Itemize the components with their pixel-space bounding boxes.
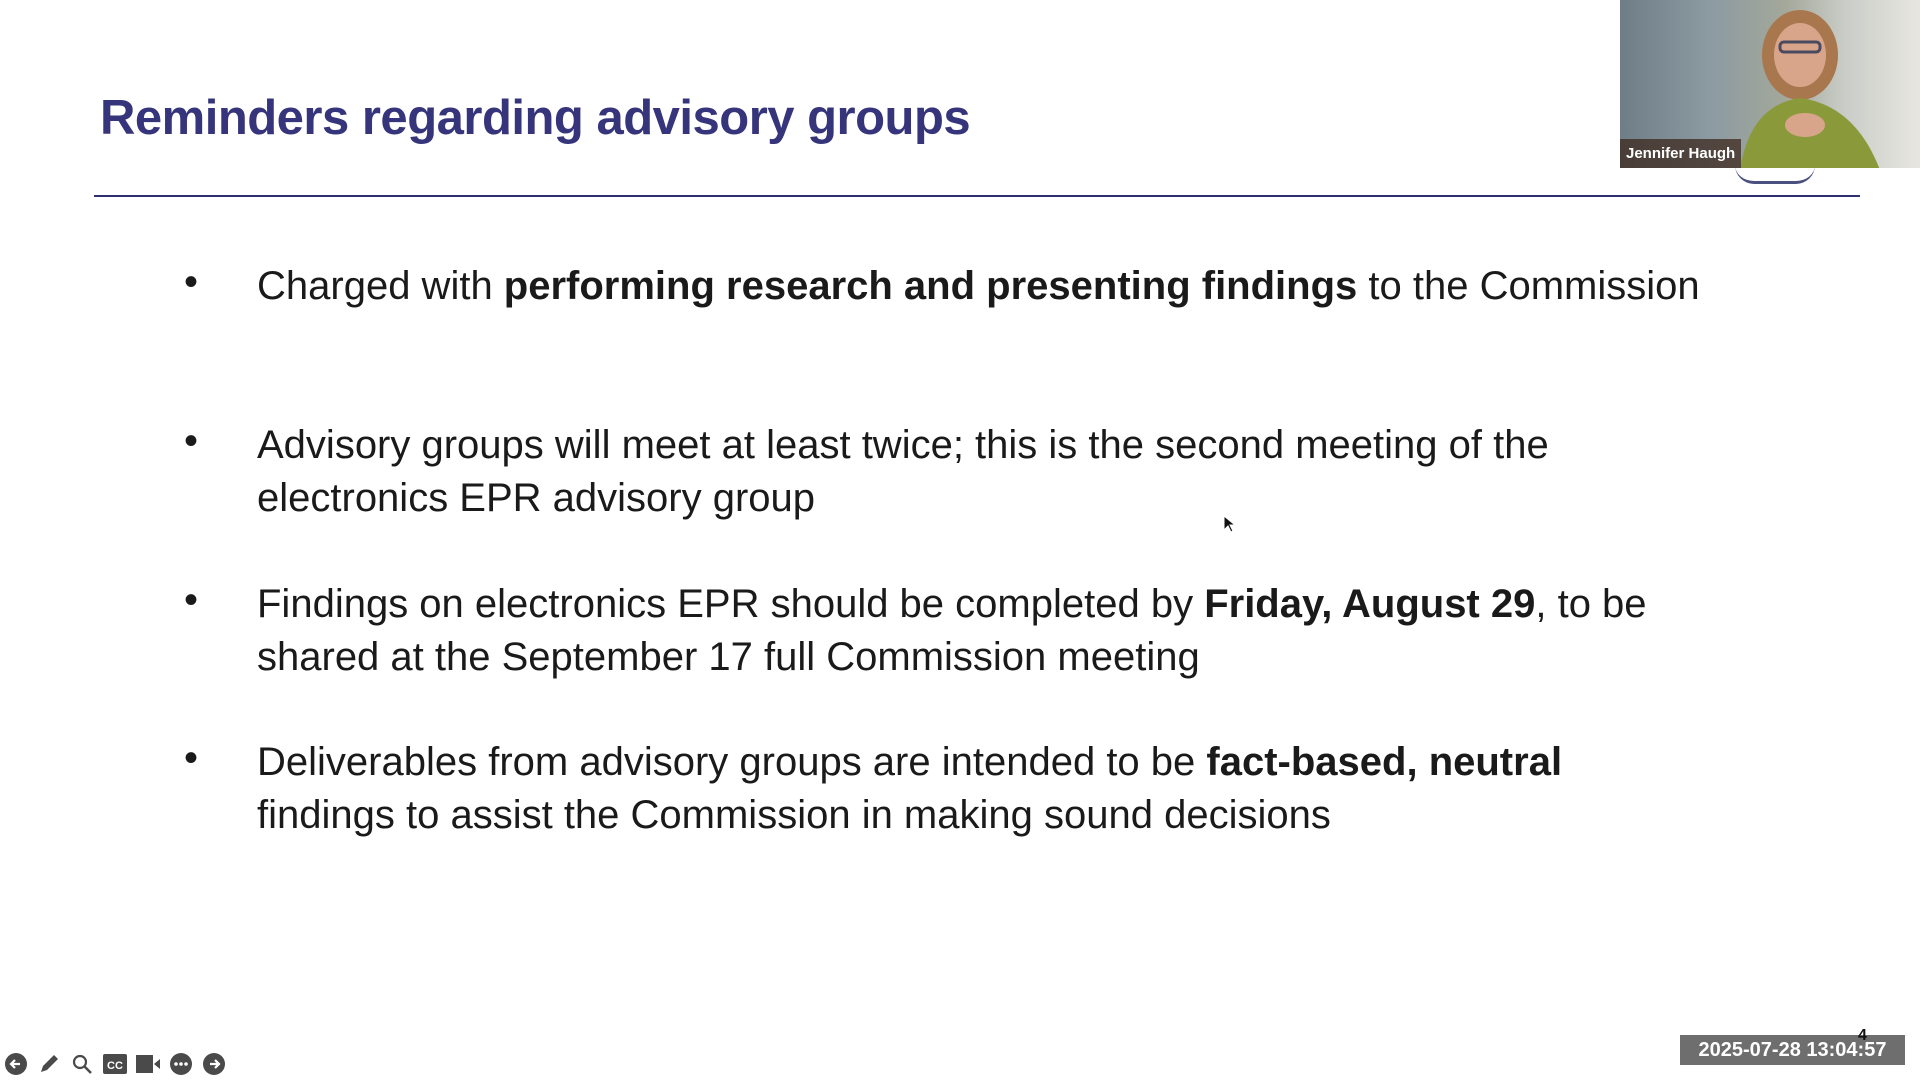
slide-page-number: 4 [1858, 1027, 1867, 1044]
bullet-text: Deliverables from advisory groups are in… [257, 736, 1707, 842]
next-icon[interactable] [202, 1052, 226, 1076]
bullet-dot: • [184, 578, 199, 622]
bullet-text: Findings on electronics EPR should be co… [257, 578, 1707, 684]
recording-timestamp: 2025-07-28 13:04:57 [1680, 1035, 1905, 1065]
previous-icon[interactable] [4, 1052, 28, 1076]
slide-title: Reminders regarding advisory groups [100, 91, 971, 145]
seal-logo [1735, 165, 1815, 184]
more-icon[interactable] [169, 1052, 193, 1076]
bullet-text-segment: Findings on electronics EPR should be co… [257, 582, 1205, 626]
bullet-text: Charged with performing research and pre… [257, 260, 1707, 313]
participant-name: Jennifer Haugh [1620, 139, 1742, 168]
presentation-toolbar: CC [4, 1052, 226, 1076]
video-icon[interactable] [136, 1052, 160, 1076]
title-divider [94, 195, 1860, 197]
bullet-text-segment: Advisory groups will meet at least twice… [257, 423, 1549, 520]
bullet-emphasis: performing research and presenting findi… [503, 264, 1358, 308]
bullet-emphasis: Friday, August 29 [1204, 582, 1536, 626]
bullet-dot: • [184, 419, 199, 463]
bullet-emphasis: fact-based, neutral [1206, 740, 1563, 784]
bullet-text-segment: Charged with [257, 264, 504, 308]
pen-icon[interactable] [37, 1052, 61, 1076]
bullet-text-segment: Deliverables from advisory groups are in… [257, 740, 1207, 784]
participant-silhouette [1740, 10, 1880, 168]
bullet-text: Advisory groups will meet at least twice… [257, 419, 1707, 525]
bullet-text-segment: to the Commission [1357, 264, 1700, 308]
mouse-cursor-icon [1223, 515, 1235, 533]
captions-icon[interactable]: CC [103, 1052, 127, 1076]
bullet-dot: • [184, 736, 199, 780]
bullet-dot: • [184, 260, 199, 304]
bullet-text-segment: findings to assist the Commission in mak… [257, 793, 1331, 837]
bullet-text-segment: , to be shared at the September 17 full … [257, 582, 1647, 679]
participant-video[interactable]: Jennifer Haugh [1620, 0, 1920, 168]
zoom-icon[interactable] [70, 1052, 94, 1076]
svg-text:CC: CC [107, 1060, 123, 1072]
